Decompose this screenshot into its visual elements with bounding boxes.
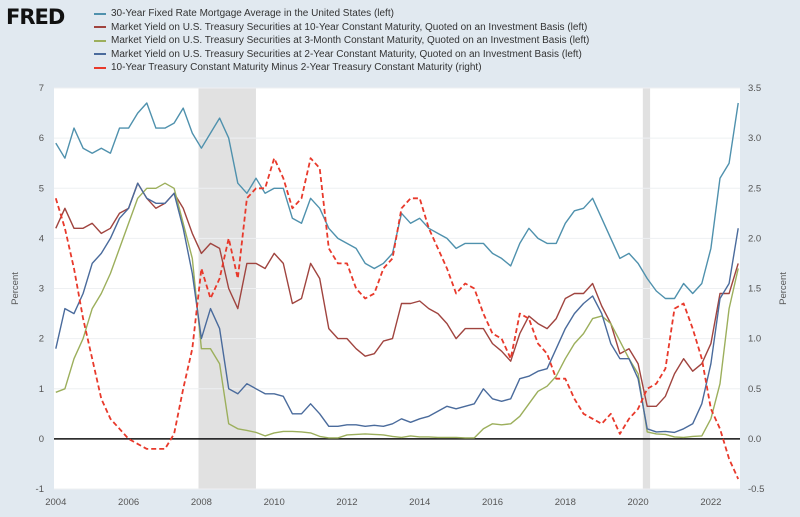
legend-swatch [94,26,106,29]
legend-label: Market Yield on U.S. Treasury Securities… [111,35,590,46]
right-tick-label: -0.5 [748,484,764,495]
right-tick-label: 0.0 [748,434,761,445]
x-tick-label: 2006 [118,497,139,508]
series-line-4 [54,157,740,480]
legend-swatch [94,66,106,69]
legend-label: 30-Year Fixed Rate Mortgage Average in t… [111,8,394,19]
left-tick-label: 5 [39,183,44,194]
right-tick-label: 1.0 [748,334,761,345]
legend-swatch [94,39,106,42]
right-tick-label: 2.0 [748,233,761,244]
right-tick-label: 0.5 [748,384,761,395]
x-tick-label: 2016 [482,497,503,508]
legend-item[interactable]: Market Yield on U.S. Treasury Securities… [94,34,589,48]
right-tick-label: 3.0 [748,133,761,144]
x-tick-label: 2018 [555,497,576,508]
left-tick-label: 1 [39,384,44,395]
legend-item[interactable]: 10-Year Treasury Constant Maturity Minus… [94,61,589,75]
x-tick-label: 2004 [45,497,66,508]
series-line-0 [55,102,739,300]
legend-swatch [94,12,106,15]
left-tick-label: 0 [39,434,44,445]
fred-logo: FRED [6,5,65,29]
legend-item[interactable]: Market Yield on U.S. Treasury Securities… [94,48,589,62]
series-line-2 [55,182,739,439]
x-tick-label: 2020 [628,497,649,508]
legend-label: Market Yield on U.S. Treasury Securities… [111,48,582,60]
right-tick-label: 2.5 [748,183,761,194]
x-tick-label: 2012 [336,497,357,508]
right-tick-label: 3.5 [748,83,761,94]
x-tick-label: 2014 [409,497,430,508]
legend-label: Market Yield on U.S. Treasury Securities… [111,21,588,33]
series-line-3 [55,182,739,434]
left-tick-label: 2 [39,334,44,345]
x-tick-label: 2010 [264,497,285,508]
left-tick-label: 7 [39,83,44,94]
right-axis-label: Percent [778,272,789,305]
legend-item[interactable]: Market Yield on U.S. Treasury Securities… [94,21,589,35]
x-tick-label: 2022 [700,497,721,508]
left-tick-label: -1 [36,484,44,495]
x-tick-label: 2008 [191,497,212,508]
legend: 30-Year Fixed Rate Mortgage Average in t… [94,7,589,75]
legend-label: 10-Year Treasury Constant Maturity Minus… [111,62,482,73]
left-axis-label: Percent [10,272,21,305]
legend-swatch [94,53,106,56]
right-tick-label: 1.5 [748,284,761,295]
left-tick-label: 6 [39,133,44,144]
left-tick-label: 4 [39,233,44,244]
left-tick-label: 3 [39,284,44,295]
legend-item[interactable]: 30-Year Fixed Rate Mortgage Average in t… [94,7,589,21]
